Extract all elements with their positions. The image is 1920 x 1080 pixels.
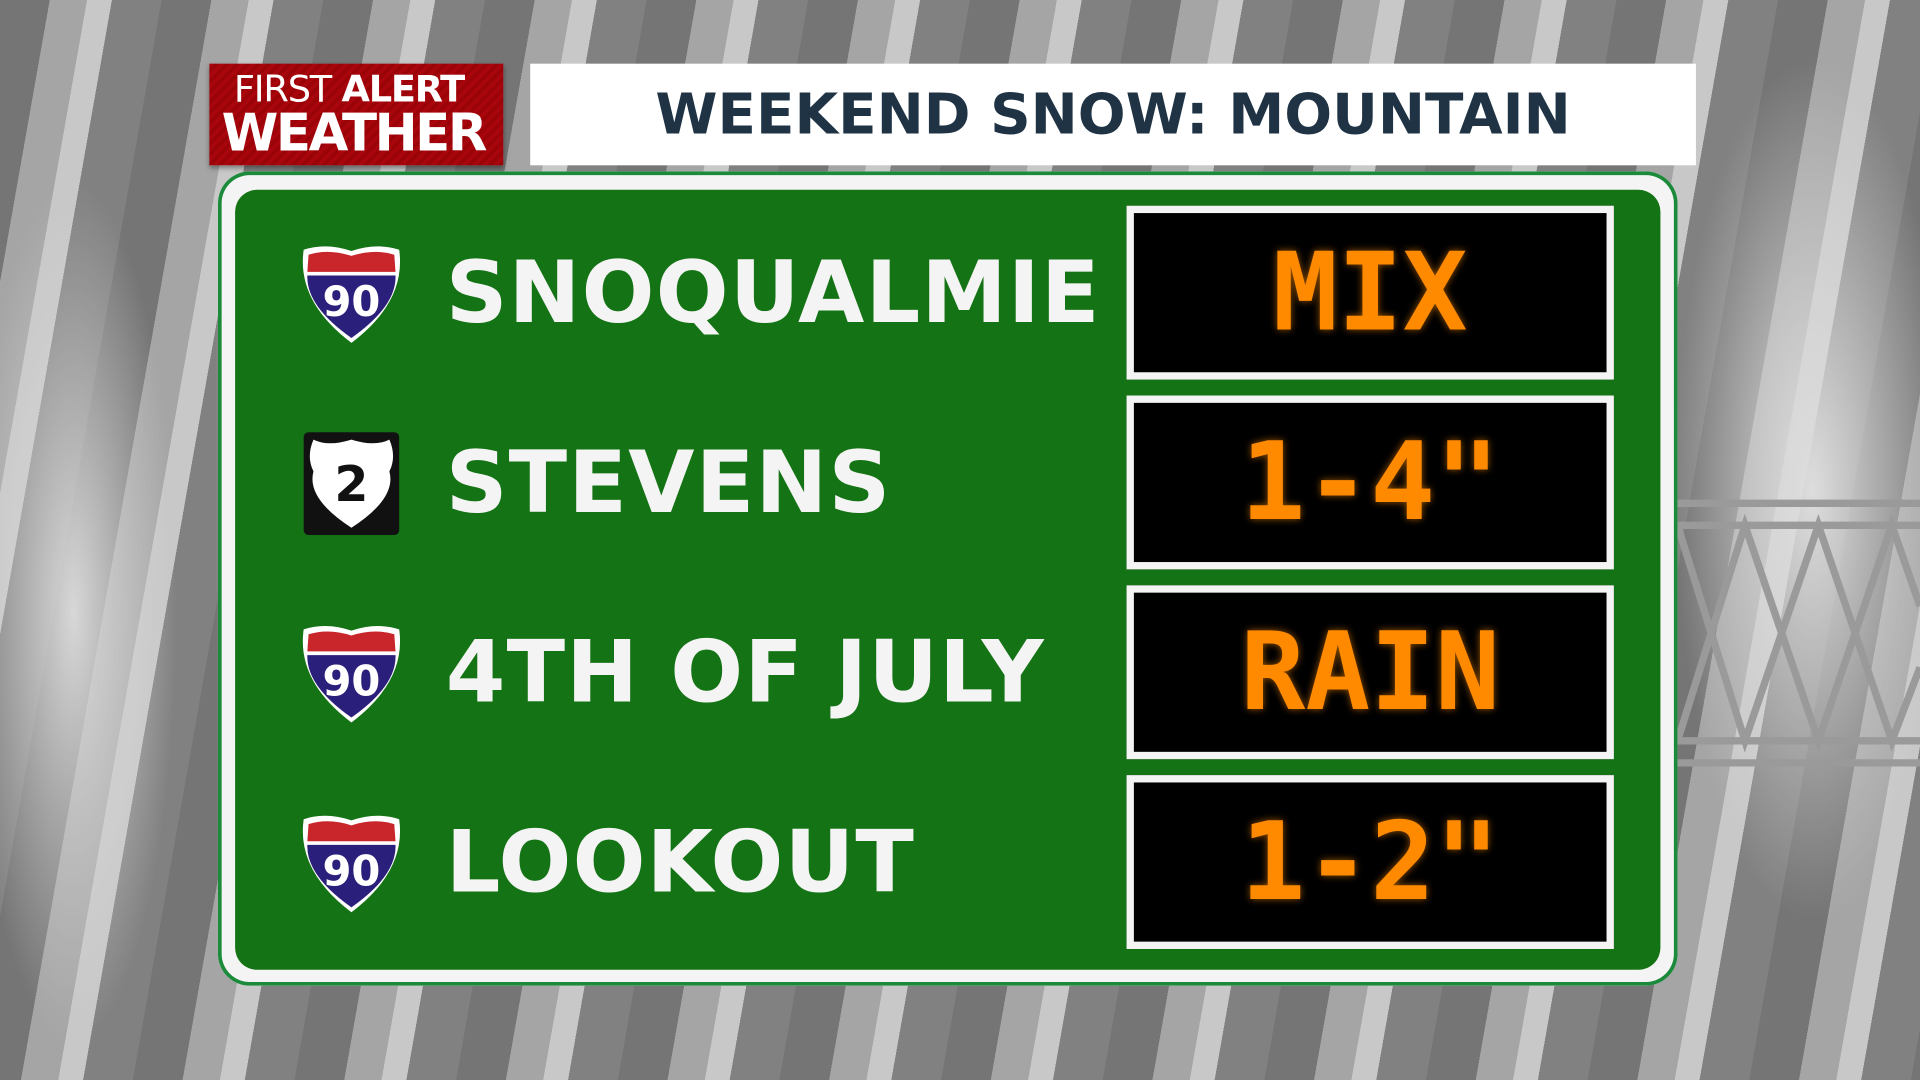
pass-name: LOOKOUT: [445, 811, 916, 913]
route-number: 90: [322, 657, 380, 706]
pass-name: 4TH OF JULY: [445, 622, 1045, 723]
sign-panel: 90 SNOQUALMIE MIX 2 STEVENS 1-4" 90 4TH …: [235, 189, 1661, 970]
route-number: 90: [322, 277, 380, 326]
pass-row: 90 4TH OF JULY RAIN: [235, 585, 1660, 760]
highway-sign: 90 SNOQUALMIE MIX 2 STEVENS 1-4" 90 4TH …: [217, 171, 1678, 986]
route-number: 2: [334, 456, 368, 513]
interstate-shield-icon: 90: [302, 626, 401, 723]
graphic-title: WEEKEND SNOW: MOUNTAIN PASSES: [530, 63, 1696, 249]
sign-gantry: [1671, 499, 1920, 767]
pass-name: STEVENS: [445, 432, 892, 533]
first-alert-weather-logo: FIRST ALERT WEATHER: [209, 63, 504, 166]
route-number: 90: [322, 846, 380, 895]
pass-row: 90 SNOQUALMIE MIX: [235, 205, 1660, 380]
logo-alert: ALERT: [341, 68, 465, 112]
logo-weather: WEATHER: [221, 102, 488, 163]
logo-first: FIRST: [233, 68, 332, 112]
forecast-display: MIX: [1126, 205, 1614, 380]
forecast-display: 1-4": [1126, 395, 1614, 570]
pass-row: 90 LOOKOUT 1-2": [235, 775, 1660, 949]
us-route-shield-icon: 2: [303, 432, 400, 536]
forecast-display: 1-2": [1126, 775, 1614, 949]
interstate-shield-icon: 90: [302, 815, 401, 913]
forecast-display: RAIN: [1126, 585, 1614, 760]
interstate-shield-icon: 90: [302, 246, 401, 343]
pass-name: SNOQUALMIE: [445, 242, 1101, 343]
pass-row: 2 STEVENS 1-4": [235, 395, 1660, 570]
